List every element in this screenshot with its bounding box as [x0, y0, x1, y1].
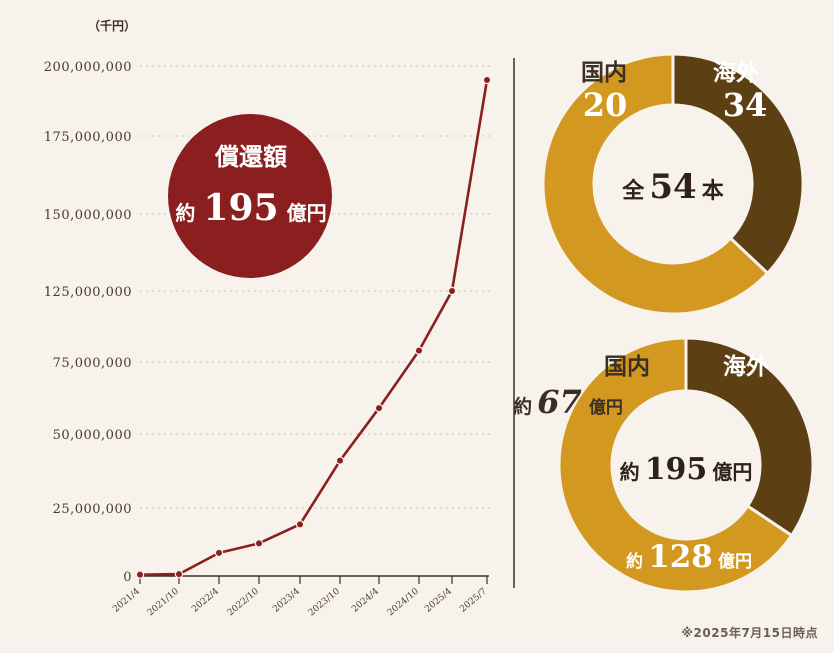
highlight-suffix: 億円: [287, 201, 327, 225]
x-tick-label: 2023/4: [271, 586, 302, 614]
data-point: [447, 286, 457, 296]
donut2-domestic-suffix: 億円: [589, 397, 623, 418]
donut2-domestic-label: 国内: [604, 354, 650, 380]
donut1-center-value: 54: [649, 167, 696, 207]
donut1-overseas-label: 海外: [713, 59, 759, 86]
y-tick-label: 25,000,000: [53, 502, 132, 517]
x-tick-label: 2021/10: [146, 586, 181, 618]
x-tick-label: 2023/10: [307, 586, 342, 618]
line-series: [135, 75, 492, 579]
x-tick-label: 2022/10: [226, 586, 261, 618]
donut2-overseas-prefix: 約: [626, 551, 643, 572]
gridlines: [140, 65, 492, 509]
x-tick-label: 2022/4: [190, 586, 221, 614]
y-tick-label: 175,000,000: [44, 130, 132, 145]
y-tick-label: 200,000,000: [44, 60, 132, 75]
data-point: [254, 539, 264, 548]
x-tick-label: 2024/10: [386, 586, 421, 618]
unit-label: （千円）: [88, 18, 136, 33]
donut2-center-prefix: 約: [620, 460, 640, 484]
highlight-title: 償還額: [214, 143, 287, 171]
donut2-center: 約 195 億円: [620, 452, 753, 487]
donut2-domestic-prefix: 約: [513, 395, 532, 418]
donut2-center-value: 195: [645, 452, 708, 487]
highlight-bubble: 償還額 約 195 億円: [168, 114, 332, 278]
data-point: [335, 456, 345, 465]
data-point: [482, 75, 492, 85]
footnote: ※2025年7月15日時点: [681, 626, 818, 640]
highlight-prefix: 約: [175, 201, 195, 225]
data-point: [214, 548, 224, 558]
y-tick-label: 75,000,000: [53, 356, 132, 371]
donut1-center-suffix: 本: [702, 179, 724, 204]
donut2-domestic-value: 67: [537, 383, 582, 421]
y-tick-labels: 0 25,000,000 50,000,000 75,000,000 125,000,0…: [44, 60, 132, 585]
donut2-overseas-label: 海外: [723, 353, 769, 380]
data-point: [414, 346, 424, 355]
x-tick-label: 2025/7: [458, 586, 489, 614]
donut1-domestic-value: 20: [583, 86, 628, 124]
donut1-center-prefix: 全: [621, 178, 645, 204]
data-point: [295, 520, 305, 529]
y-tick-label: 150,000,000: [44, 208, 132, 223]
donut1-overseas-value: 34: [723, 86, 768, 124]
x-tick-label: 2021/4: [111, 586, 142, 614]
donut-hole: [613, 392, 759, 538]
donut-hole: [595, 106, 751, 262]
highlight-value-text: 約 195 億円: [175, 187, 326, 229]
donut-amount: [557, 336, 815, 594]
donut2-center-suffix: 億円: [712, 460, 752, 484]
data-point: [374, 403, 384, 413]
donut2-overseas-value-text: 約 128 億円: [626, 539, 752, 575]
highlight-circle: [168, 114, 332, 278]
x-tick-label: 2024/4: [350, 586, 381, 614]
y-tick-label: 125,000,000: [44, 285, 132, 300]
data-point: [174, 569, 184, 579]
x-axis: 2021/4 2021/10 2022/4 2022/10 2023/4 2023/10 2…: [111, 575, 489, 618]
donut-slice: [684, 336, 815, 538]
donut2-domestic-value-text: 約 67 億円: [513, 383, 623, 421]
donut-slice: [541, 52, 770, 316]
y-tick-label: 0: [123, 570, 132, 585]
donut-count: [541, 52, 805, 316]
x-tick-label: 2025/4: [423, 586, 454, 614]
data-point: [135, 570, 145, 579]
highlight-value: 195: [203, 187, 278, 229]
donut1-center: 全 54 本: [621, 167, 724, 207]
y-tick-label: 50,000,000: [53, 428, 132, 443]
series-line: [139, 79, 489, 576]
donut2-overseas-suffix: 億円: [718, 551, 752, 572]
donut2-overseas-value: 128: [648, 539, 713, 575]
donut1-domestic-label: 国内: [581, 60, 627, 86]
donut-slice: [557, 336, 794, 594]
donut-slice: [671, 52, 805, 276]
